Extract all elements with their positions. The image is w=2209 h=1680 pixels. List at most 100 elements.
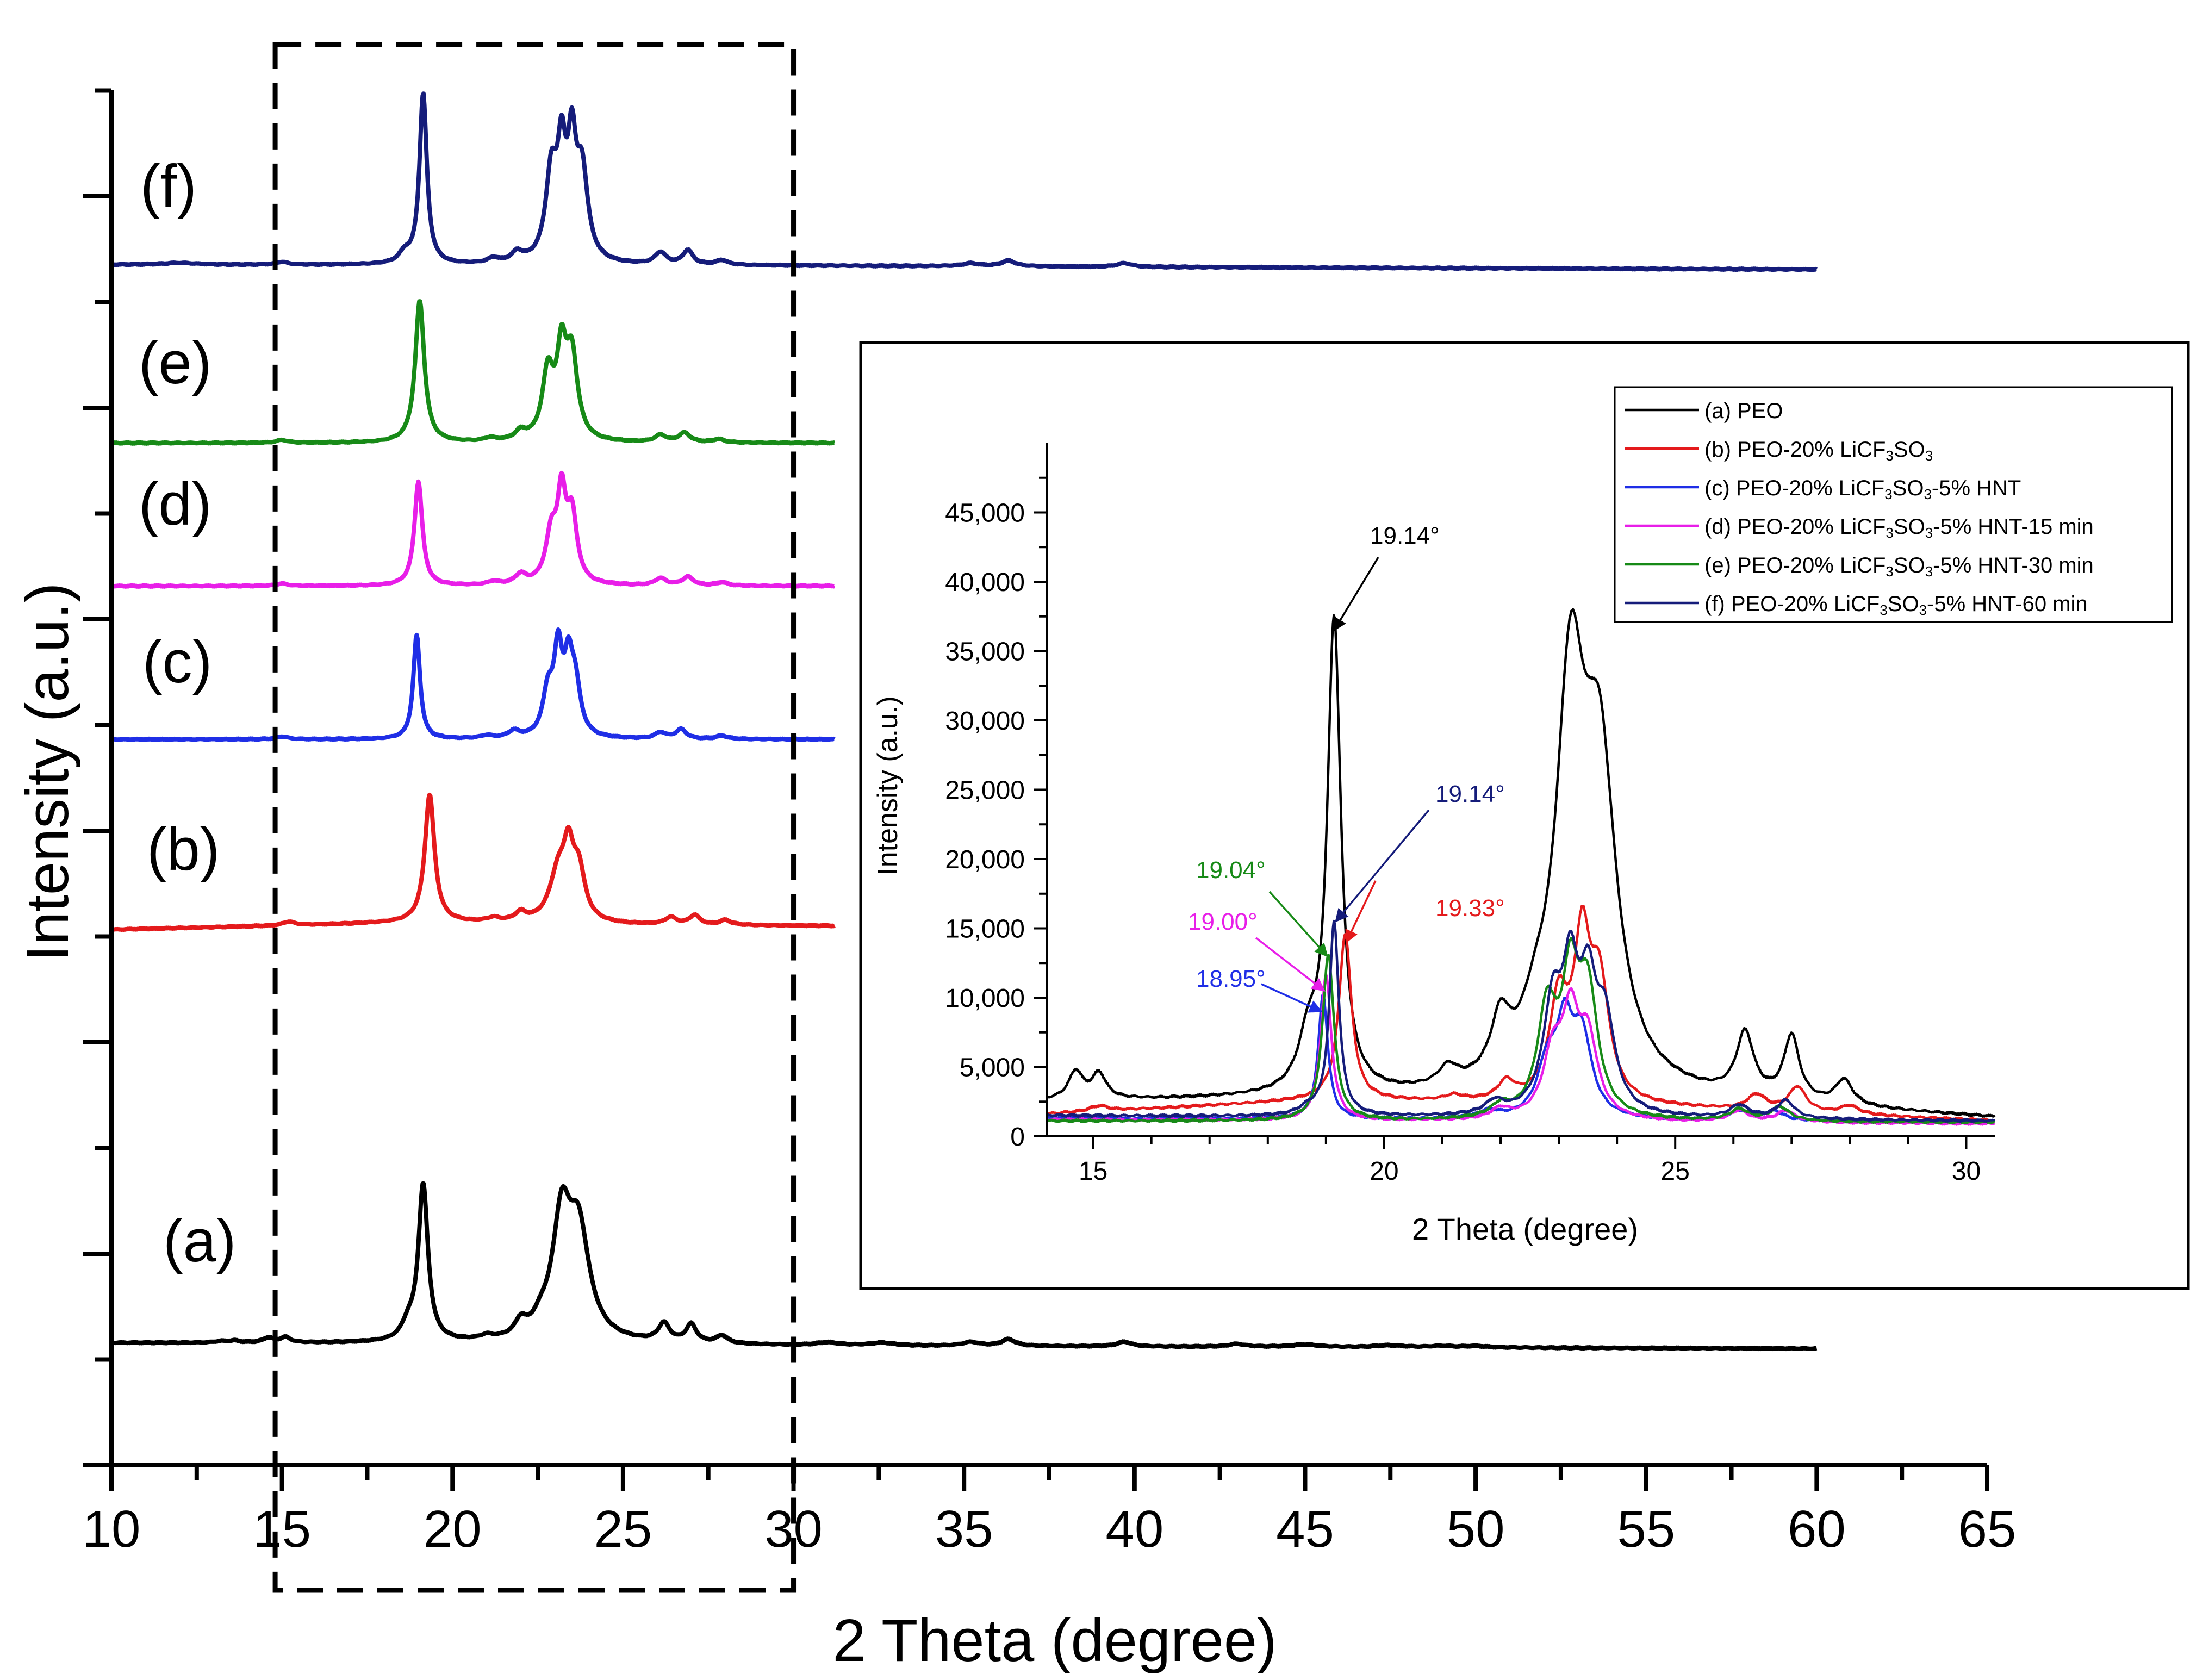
inset-y-tick-label: 45,000 [945, 499, 1025, 528]
inset-x-tick-label: 25 [1661, 1157, 1690, 1186]
inset-y-tick-label: 5,000 [960, 1054, 1025, 1082]
main-x-tick-label: 35 [935, 1500, 993, 1558]
legend-entry-4: (e) PEO-20% LiCF3SO3-5% HNT-30 min [1704, 553, 2094, 580]
main-series-f [110, 91, 1818, 272]
legend-text-part: SO [1888, 592, 1919, 616]
main-curve-labels: (a) (b) (c) (d) (e) (f) [139, 153, 236, 1274]
peak-annotation-f: 19.14° [1435, 781, 1505, 807]
legend-text-part: -5% HNT [1932, 476, 2021, 500]
inset-x-axis-label: 2 Theta (degree) [1412, 1212, 1638, 1246]
legend-text-part: (d) PEO-20% LiCF [1704, 515, 1886, 539]
inset-x-tick-label: 15 [1079, 1157, 1107, 1186]
peak-annotation-e: 19.04° [1196, 857, 1266, 883]
inset-y-tick-label: 25,000 [945, 776, 1025, 805]
main-x-tick-label: 50 [1447, 1500, 1505, 1558]
inset-y-axis-label: Intensity (a.u.) [872, 696, 904, 875]
inset-series-a [1046, 608, 1996, 1118]
peak-annotation-b: 19.33° [1435, 895, 1505, 922]
inset-annotations: 19.14° 19.14° 19.33° 19.04° 19.00° 18.95° [1188, 522, 1505, 1013]
inset-legend: (a) PEO(b) PEO-20% LiCF3SO3(c) PEO-20% L… [1614, 386, 2173, 623]
inset-y-tick-label: 40,000 [945, 568, 1025, 597]
main-series-d [110, 470, 836, 589]
legend-text-part: (e) PEO-20% LiCF [1704, 553, 1886, 577]
main-series-e [110, 299, 836, 446]
legend-text-part: -5% HNT-30 min [1933, 553, 2094, 577]
inset-curves [1046, 608, 1996, 1126]
legend-text-part: 3 [1925, 447, 1933, 464]
main-x-tick-label: 55 [1617, 1500, 1675, 1558]
region-of-interest-box [272, 42, 797, 1593]
peak-arrow-b [1345, 880, 1377, 944]
main-x-tick-label: 60 [1788, 1500, 1846, 1558]
legend-text-part: -5% HNT-60 min [1927, 592, 2088, 616]
legend-entry-5: (f) PEO-20% LiCF3SO3-5% HNT-60 min [1704, 592, 2088, 618]
legend-text-part: 3 [1886, 525, 1893, 541]
legend-text-part: 3 [1886, 563, 1893, 580]
legend-text-part: SO [1894, 438, 1925, 462]
curve-label-a: (a) [163, 1208, 236, 1274]
legend-text-part: 3 [1919, 602, 1927, 618]
main-chart: (a)(b)(c)(d)(e)(f) 10 15 20 25 30 35 40 45 50 55 6… [14, 42, 2017, 1674]
curve-label-d: (d) [139, 471, 211, 538]
main-x-tick-label: 10 [83, 1500, 141, 1558]
legend-text-part: (f) PEO-20% LiCF [1704, 592, 1880, 616]
main-curves [110, 91, 1818, 1352]
inset-axes: 0 5,000 10,000 15,000 20,000 25,000 30,000 35,0… [945, 443, 1995, 1186]
inset-y-tick-label: 35,000 [945, 638, 1025, 667]
legend-text-part: 3 [1884, 486, 1892, 502]
legend-text-part: 3 [1880, 602, 1887, 618]
inset-series-f [1046, 919, 1995, 1123]
main-x-tick-label: 65 [1958, 1500, 2017, 1558]
main-x-tick-label: 45 [1276, 1500, 1334, 1558]
inset-chart: 0 5,000 10,000 15,000 20,000 25,000 30,000 35,0… [859, 341, 2190, 1290]
legend-text-part: -5% HNT-15 min [1933, 515, 2094, 539]
inset-y-tick-label: 20,000 [945, 845, 1025, 874]
legend-text-part: SO [1893, 476, 1924, 500]
main-axes: 10 15 20 25 30 35 40 45 50 55 60 65 [83, 88, 2017, 1558]
legend-text-part: 3 [1924, 486, 1931, 502]
peak-annotation-c: 18.95° [1196, 966, 1266, 992]
legend-text-part: SO [1894, 553, 1925, 577]
inset-series-e [1046, 936, 1995, 1125]
peak-arrow-c [1261, 983, 1323, 1013]
main-series-a [110, 1181, 1818, 1352]
legend-text-part: (c) PEO-20% LiCF [1704, 476, 1884, 500]
legend-entry-0: (a) PEO [1704, 399, 1783, 423]
peak-arrow-a [1333, 557, 1379, 632]
inset-x-tick-label: 30 [1952, 1157, 1981, 1186]
legend-text-part: SO [1894, 515, 1925, 539]
peak-arrow-d [1255, 937, 1326, 992]
inset-y-tick-label: 30,000 [945, 707, 1025, 736]
legend-text-part: 3 [1925, 525, 1933, 541]
curve-label-b: (b) [147, 816, 220, 883]
curve-label-f: (f) [140, 153, 197, 220]
peak-annotation-d: 19.00° [1188, 909, 1258, 935]
main-x-tick-label: 25 [594, 1500, 652, 1558]
inset-y-tick-label: 15,000 [945, 915, 1025, 944]
inset-series-b [1046, 905, 1995, 1123]
legend-entry-2: (c) PEO-20% LiCF3SO3-5% HNT [1704, 476, 2021, 502]
main-y-axis-label: Intensity (a.u.) [14, 583, 81, 962]
legend-text-part: (a) PEO [1704, 399, 1783, 423]
main-series-c [110, 627, 836, 742]
legend-entry-1: (b) PEO-20% LiCF3SO3 [1704, 438, 1933, 464]
inset-y-tick-label: 0 [1010, 1123, 1025, 1152]
legend-text-part: 3 [1925, 563, 1933, 580]
main-x-tick-label: 15 [253, 1500, 311, 1558]
main-series-b [110, 792, 836, 932]
peak-arrow-f [1335, 809, 1430, 923]
main-x-tick-label: 40 [1105, 1500, 1163, 1558]
peak-arrow-e [1268, 891, 1328, 957]
curve-label-c: (c) [142, 629, 212, 695]
legend-entry-3: (d) PEO-20% LiCF3SO3-5% HNT-15 min [1704, 515, 2094, 541]
legend-text-part: 3 [1886, 447, 1893, 464]
inset-y-tick-label: 10,000 [945, 984, 1025, 1013]
inset-x-tick-label: 20 [1370, 1157, 1398, 1186]
peak-annotation-a: 19.14° [1370, 522, 1440, 549]
curve-label-e: (e) [139, 329, 211, 396]
main-x-tick-label: 20 [424, 1500, 482, 1558]
main-x-axis-label: 2 Theta (degree) [832, 1607, 1277, 1674]
legend-box [1614, 386, 2173, 623]
legend-text-part: (b) PEO-20% LiCF [1704, 438, 1886, 462]
